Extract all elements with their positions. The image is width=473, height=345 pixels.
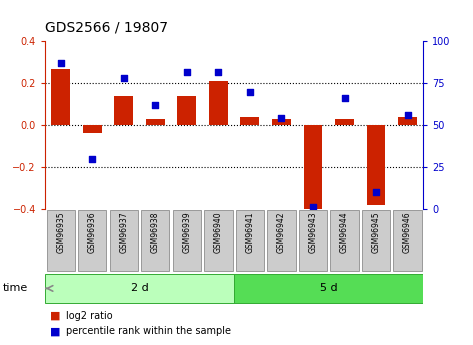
Text: GSM96941: GSM96941 bbox=[245, 211, 254, 253]
FancyBboxPatch shape bbox=[204, 210, 233, 271]
Text: 2 d: 2 d bbox=[131, 284, 149, 293]
FancyBboxPatch shape bbox=[78, 210, 106, 271]
Text: GSM96935: GSM96935 bbox=[56, 211, 65, 253]
Bar bbox=[367, 125, 385, 205]
Text: GDS2566 / 19807: GDS2566 / 19807 bbox=[45, 20, 168, 34]
Point bbox=[57, 60, 64, 66]
Text: GSM96943: GSM96943 bbox=[308, 211, 317, 253]
Text: GSM96936: GSM96936 bbox=[88, 211, 97, 253]
Bar bbox=[177, 96, 196, 125]
Text: percentile rank within the sample: percentile rank within the sample bbox=[66, 326, 231, 336]
Point bbox=[183, 69, 191, 74]
Bar bbox=[304, 125, 323, 209]
FancyBboxPatch shape bbox=[173, 210, 201, 271]
Point bbox=[120, 76, 128, 81]
FancyBboxPatch shape bbox=[46, 210, 75, 271]
Bar bbox=[146, 119, 165, 125]
Text: 5 d: 5 d bbox=[320, 284, 338, 293]
Text: time: time bbox=[2, 284, 27, 293]
Text: GSM96938: GSM96938 bbox=[151, 211, 160, 253]
Point bbox=[278, 116, 285, 121]
Point bbox=[88, 156, 96, 161]
Point bbox=[341, 96, 348, 101]
Text: ■: ■ bbox=[50, 326, 60, 336]
Bar bbox=[398, 117, 417, 125]
FancyBboxPatch shape bbox=[394, 210, 422, 271]
Text: GSM96945: GSM96945 bbox=[371, 211, 381, 253]
Bar bbox=[83, 125, 102, 134]
FancyBboxPatch shape bbox=[330, 210, 359, 271]
Text: GSM96937: GSM96937 bbox=[119, 211, 128, 253]
Point bbox=[404, 112, 412, 118]
Bar bbox=[51, 69, 70, 125]
FancyBboxPatch shape bbox=[299, 210, 327, 271]
FancyBboxPatch shape bbox=[267, 210, 296, 271]
Point bbox=[215, 69, 222, 74]
Text: log2 ratio: log2 ratio bbox=[66, 311, 113, 321]
Point bbox=[151, 102, 159, 108]
Text: GSM96946: GSM96946 bbox=[403, 211, 412, 253]
FancyBboxPatch shape bbox=[45, 274, 234, 303]
Bar bbox=[335, 119, 354, 125]
Text: GSM96942: GSM96942 bbox=[277, 211, 286, 253]
Point bbox=[309, 204, 317, 210]
FancyBboxPatch shape bbox=[236, 210, 264, 271]
FancyBboxPatch shape bbox=[141, 210, 169, 271]
Text: GSM96940: GSM96940 bbox=[214, 211, 223, 253]
Bar bbox=[272, 119, 291, 125]
FancyBboxPatch shape bbox=[362, 210, 390, 271]
Text: GSM96939: GSM96939 bbox=[182, 211, 192, 253]
FancyBboxPatch shape bbox=[235, 274, 423, 303]
Point bbox=[246, 89, 254, 94]
Bar bbox=[240, 117, 259, 125]
FancyBboxPatch shape bbox=[110, 210, 138, 271]
Bar bbox=[114, 96, 133, 125]
Bar bbox=[209, 81, 228, 125]
Point bbox=[372, 189, 380, 195]
Text: ■: ■ bbox=[50, 311, 60, 321]
Text: GSM96944: GSM96944 bbox=[340, 211, 349, 253]
